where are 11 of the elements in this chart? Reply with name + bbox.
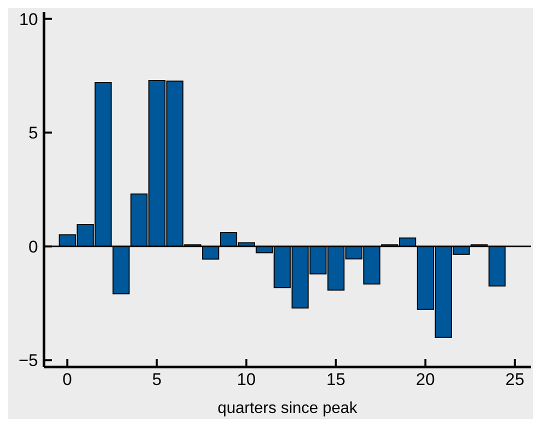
x-tick-label: 5 (152, 370, 162, 390)
x-tick-label: 25 (505, 370, 524, 390)
x-axis-title: quarters since peak (218, 400, 358, 417)
y-tick-label: 0 (28, 237, 38, 256)
x-tick-label: 0 (62, 370, 72, 390)
x-tick-label: 10 (236, 370, 256, 390)
y-tick-label: 5 (28, 124, 38, 143)
x-tick-label: 15 (326, 370, 346, 390)
x-tick-label: 20 (416, 370, 435, 390)
y-tick-label: 10 (19, 10, 38, 29)
y-tick-label: −5 (18, 351, 38, 370)
